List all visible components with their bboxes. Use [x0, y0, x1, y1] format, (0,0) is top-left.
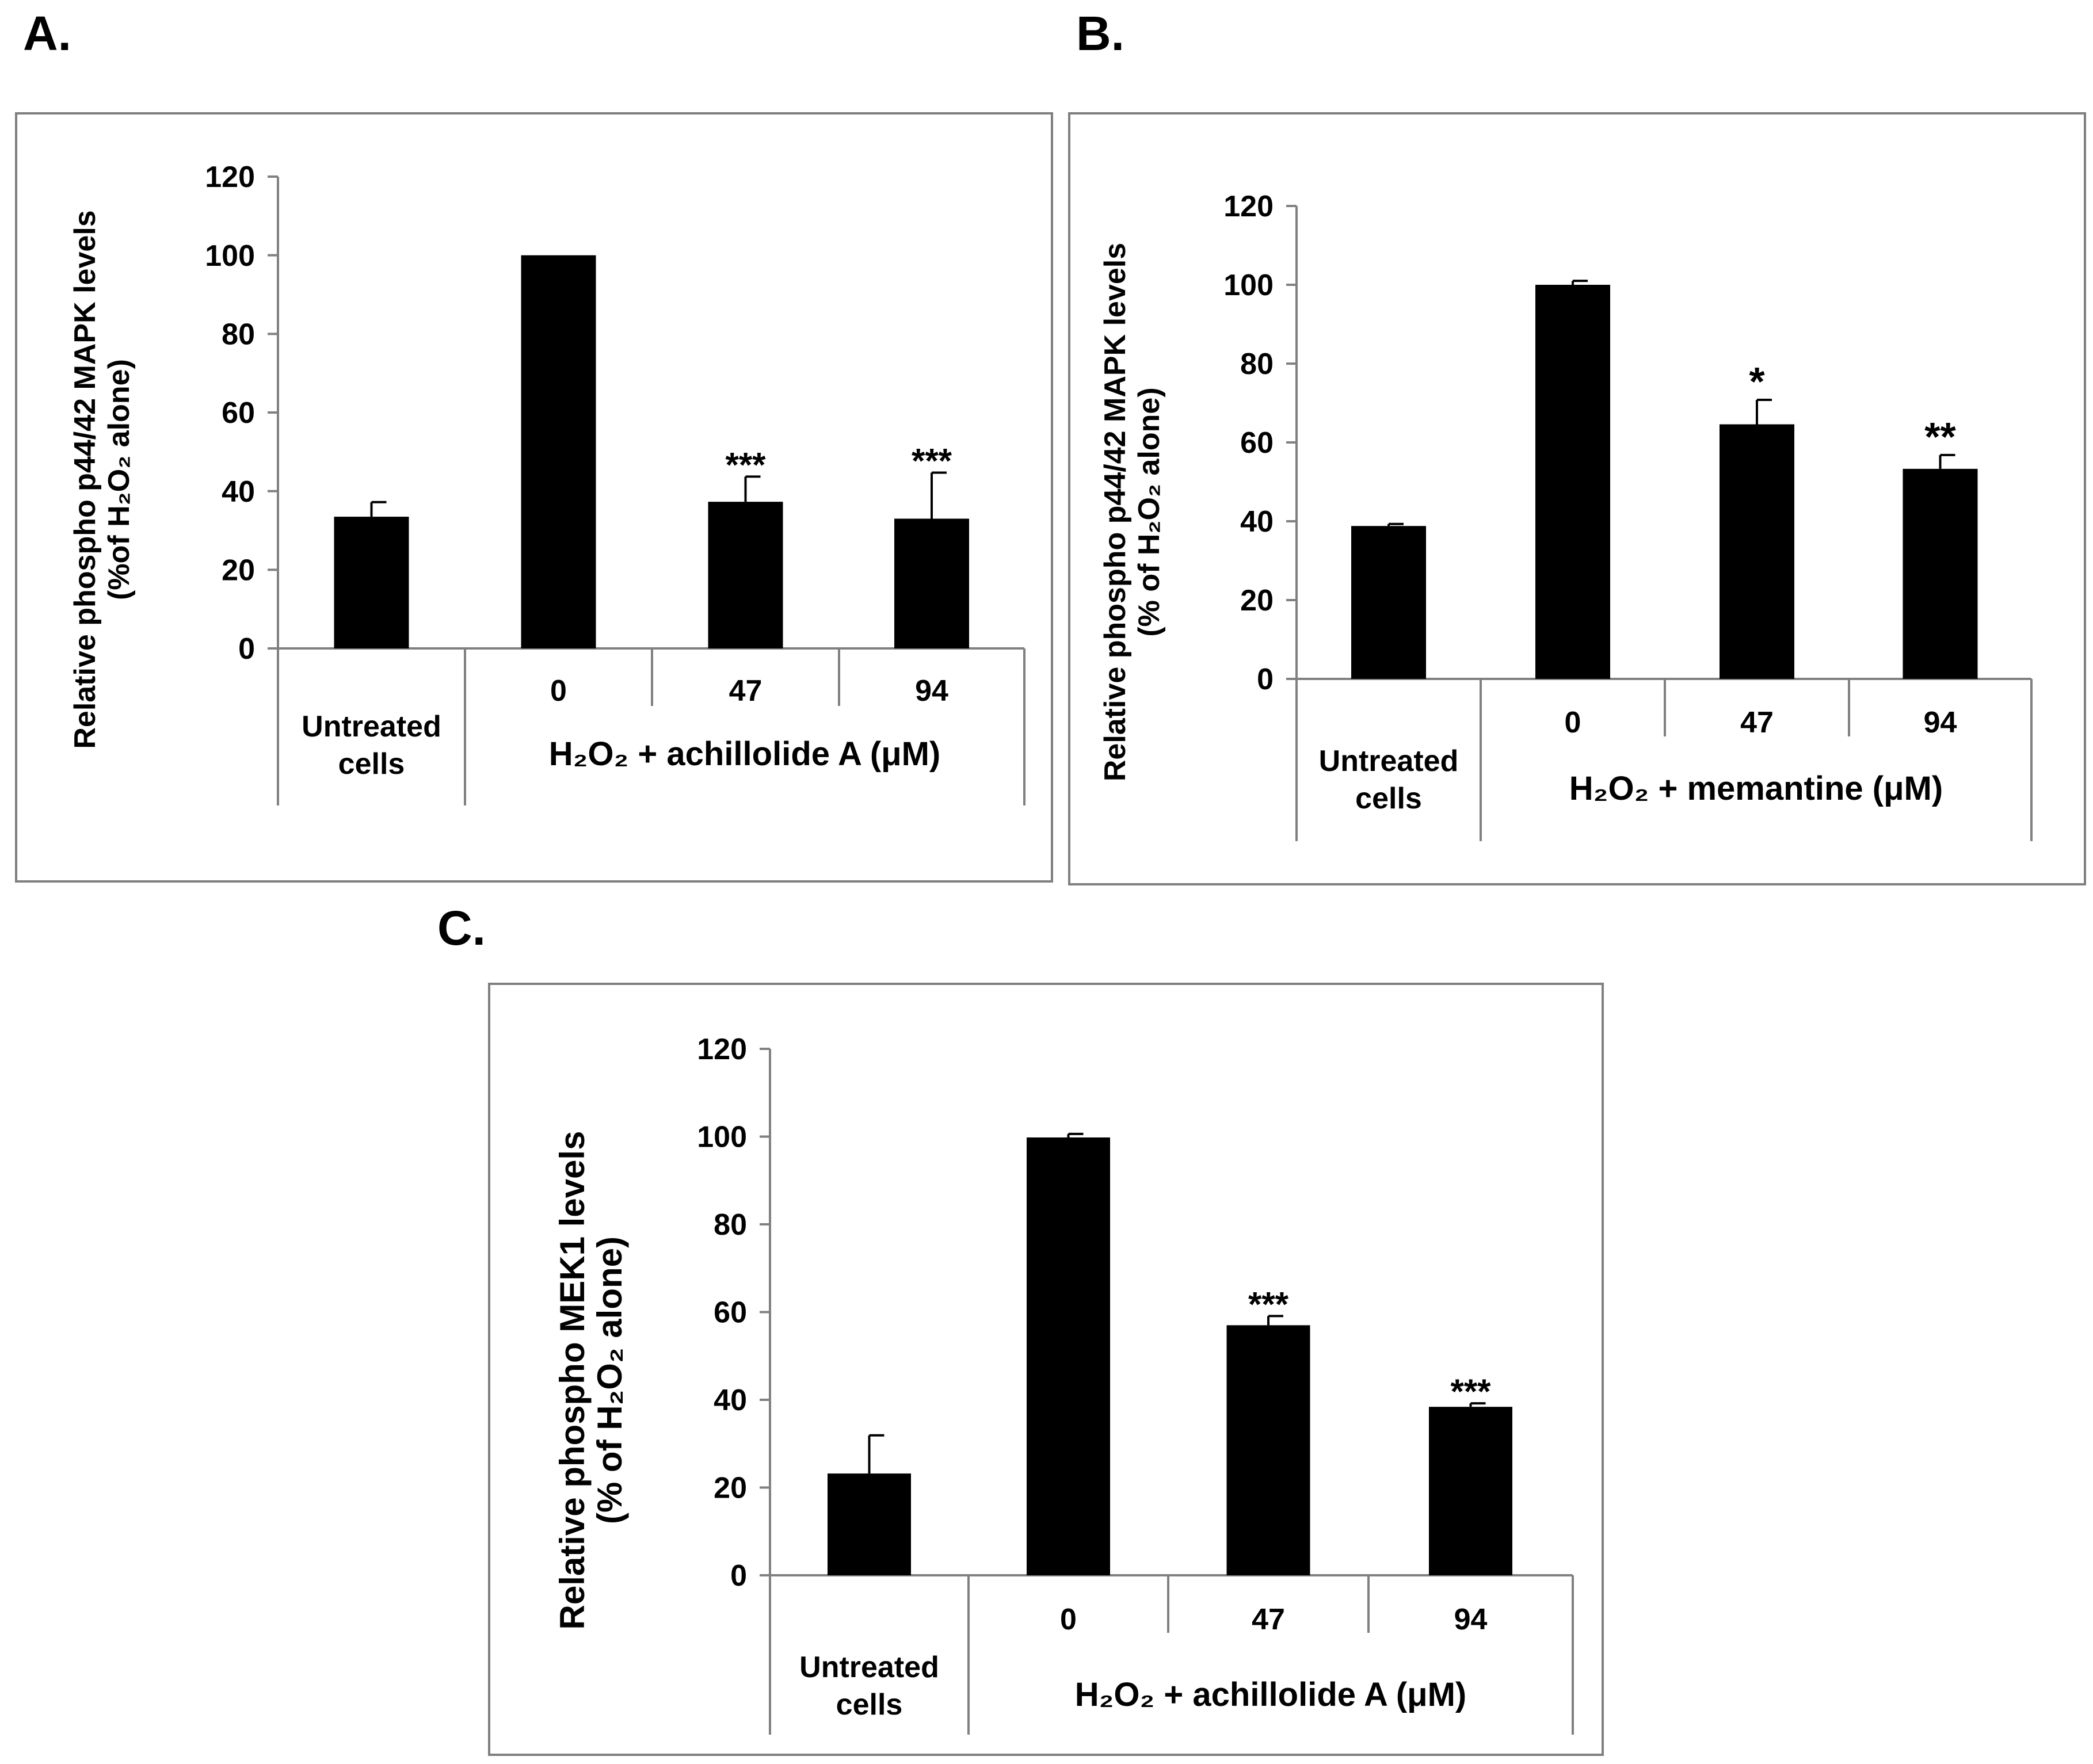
chart-c-y-tick-label: 60 — [714, 1296, 747, 1330]
chart-b-bar-2 — [1720, 424, 1794, 679]
chart-b-bar-3 — [1903, 468, 1978, 679]
panel-c-frame — [488, 983, 1604, 1756]
chart-c-bar-1 — [1027, 1137, 1110, 1575]
chart-c-y-tick-label: 120 — [697, 1033, 747, 1066]
chart-c-y-axis-title-line-0: Relative phospho MEK1 levels — [553, 1131, 592, 1630]
chart-a-category-label-1: 0 — [550, 674, 567, 708]
chart-a-bar-2 — [708, 502, 783, 648]
panel-a-letter: A. — [23, 6, 71, 60]
chart-a-y-tick-label: 100 — [205, 239, 255, 273]
chart-a-significance-3: *** — [912, 442, 952, 480]
chart-a-y-axis-title-line-0: Relative phospho p44/42 MAPK levels — [68, 210, 102, 749]
chart-b-control-label-line-0: Untreated — [1319, 744, 1459, 778]
chart-c-y-tick-label: 80 — [714, 1208, 747, 1242]
panel-b-letter: B. — [1076, 6, 1124, 60]
chart-a-bar-0 — [334, 517, 409, 648]
chart-b-control-label-line-1: cells — [1355, 782, 1422, 815]
chart-a-group-label: H₂O₂ + achillolide A (μM) — [549, 735, 941, 773]
chart-a-y-tick-label: 80 — [222, 318, 255, 352]
chart-a-y-tick-label: 120 — [205, 161, 255, 194]
chart-c-category-label-1: 0 — [1060, 1603, 1077, 1636]
chart-a-control-label-line-0: Untreated — [302, 710, 441, 743]
chart-a-y-tick-label: 60 — [222, 396, 255, 430]
chart-c-bar-2 — [1226, 1325, 1310, 1575]
chart-c-significance-2: *** — [1248, 1285, 1289, 1323]
chart-a-y-tick-label: 20 — [222, 554, 255, 587]
chart-a-bar-3 — [894, 518, 969, 648]
chart-b-significance-2: * — [1749, 359, 1765, 404]
chart-b-y-tick-label: 0 — [1257, 663, 1274, 696]
chart-b-category-label-1: 0 — [1565, 706, 1581, 739]
chart-c-category-label-2: 47 — [1252, 1603, 1285, 1636]
chart-b-bar-0 — [1351, 526, 1426, 679]
chart-b-y-tick-label: 80 — [1240, 348, 1274, 381]
chart-c-control-label-line-1: cells — [836, 1688, 903, 1721]
chart-a-y-tick-label: 0 — [238, 632, 255, 666]
chart-a-y-axis-title-line-1: (%of H₂O₂ alone) — [102, 359, 136, 600]
chart-c-bar-0 — [828, 1473, 911, 1575]
chart-c-control-label-line-0: Untreated — [799, 1651, 939, 1684]
chart-c-y-tick-label: 40 — [714, 1384, 747, 1417]
chart-c-significance-3: *** — [1450, 1372, 1491, 1411]
chart-a-y-tick-label: 40 — [222, 475, 255, 509]
chart-b-bar-1 — [1535, 285, 1610, 679]
chart-b-y-axis-title-line-0: Relative phospho p44/42 MAPK levels — [1099, 243, 1132, 781]
chart-a-category-label-3: 94 — [915, 674, 948, 708]
chart-c-y-axis-title-line-1: (% of H₂O₂ alone) — [590, 1236, 629, 1524]
panel-c-letter: C. — [437, 901, 486, 955]
chart-b-y-tick-label: 20 — [1240, 584, 1274, 617]
chart-a-control-label-line-1: cells — [338, 747, 405, 781]
chart-b-category-label-2: 47 — [1740, 706, 1774, 739]
chart-c-bar-3 — [1429, 1407, 1512, 1575]
chart-c-group-label: H₂O₂ + achillolide A (μM) — [1075, 1676, 1467, 1713]
chart-c-y-tick-label: 100 — [697, 1121, 747, 1154]
panel-b-frame — [1068, 112, 2086, 885]
chart-c-y-tick-label: 0 — [730, 1559, 747, 1593]
chart-a-bar-1 — [521, 255, 596, 649]
chart-b-y-tick-label: 100 — [1223, 269, 1274, 302]
chart-b-group-label: H₂O₂ + memantine (μM) — [1569, 770, 1943, 807]
chart-c-y-tick-label: 20 — [714, 1472, 747, 1505]
panel-a-frame — [15, 112, 1053, 883]
chart-b-y-tick-label: 40 — [1240, 505, 1274, 539]
chart-a-significance-2: *** — [725, 445, 766, 484]
chart-b-y-tick-label: 120 — [1223, 190, 1274, 223]
chart-b-y-tick-label: 60 — [1240, 426, 1274, 460]
chart-b-y-axis-title-line-1: (% of H₂O₂ alone) — [1133, 387, 1166, 636]
chart-a-category-label-2: 47 — [729, 674, 763, 708]
chart-c-category-label-3: 94 — [1454, 1603, 1488, 1636]
chart-b-significance-3: ** — [1924, 414, 1956, 459]
chart-b-category-label-3: 94 — [1924, 706, 1957, 739]
